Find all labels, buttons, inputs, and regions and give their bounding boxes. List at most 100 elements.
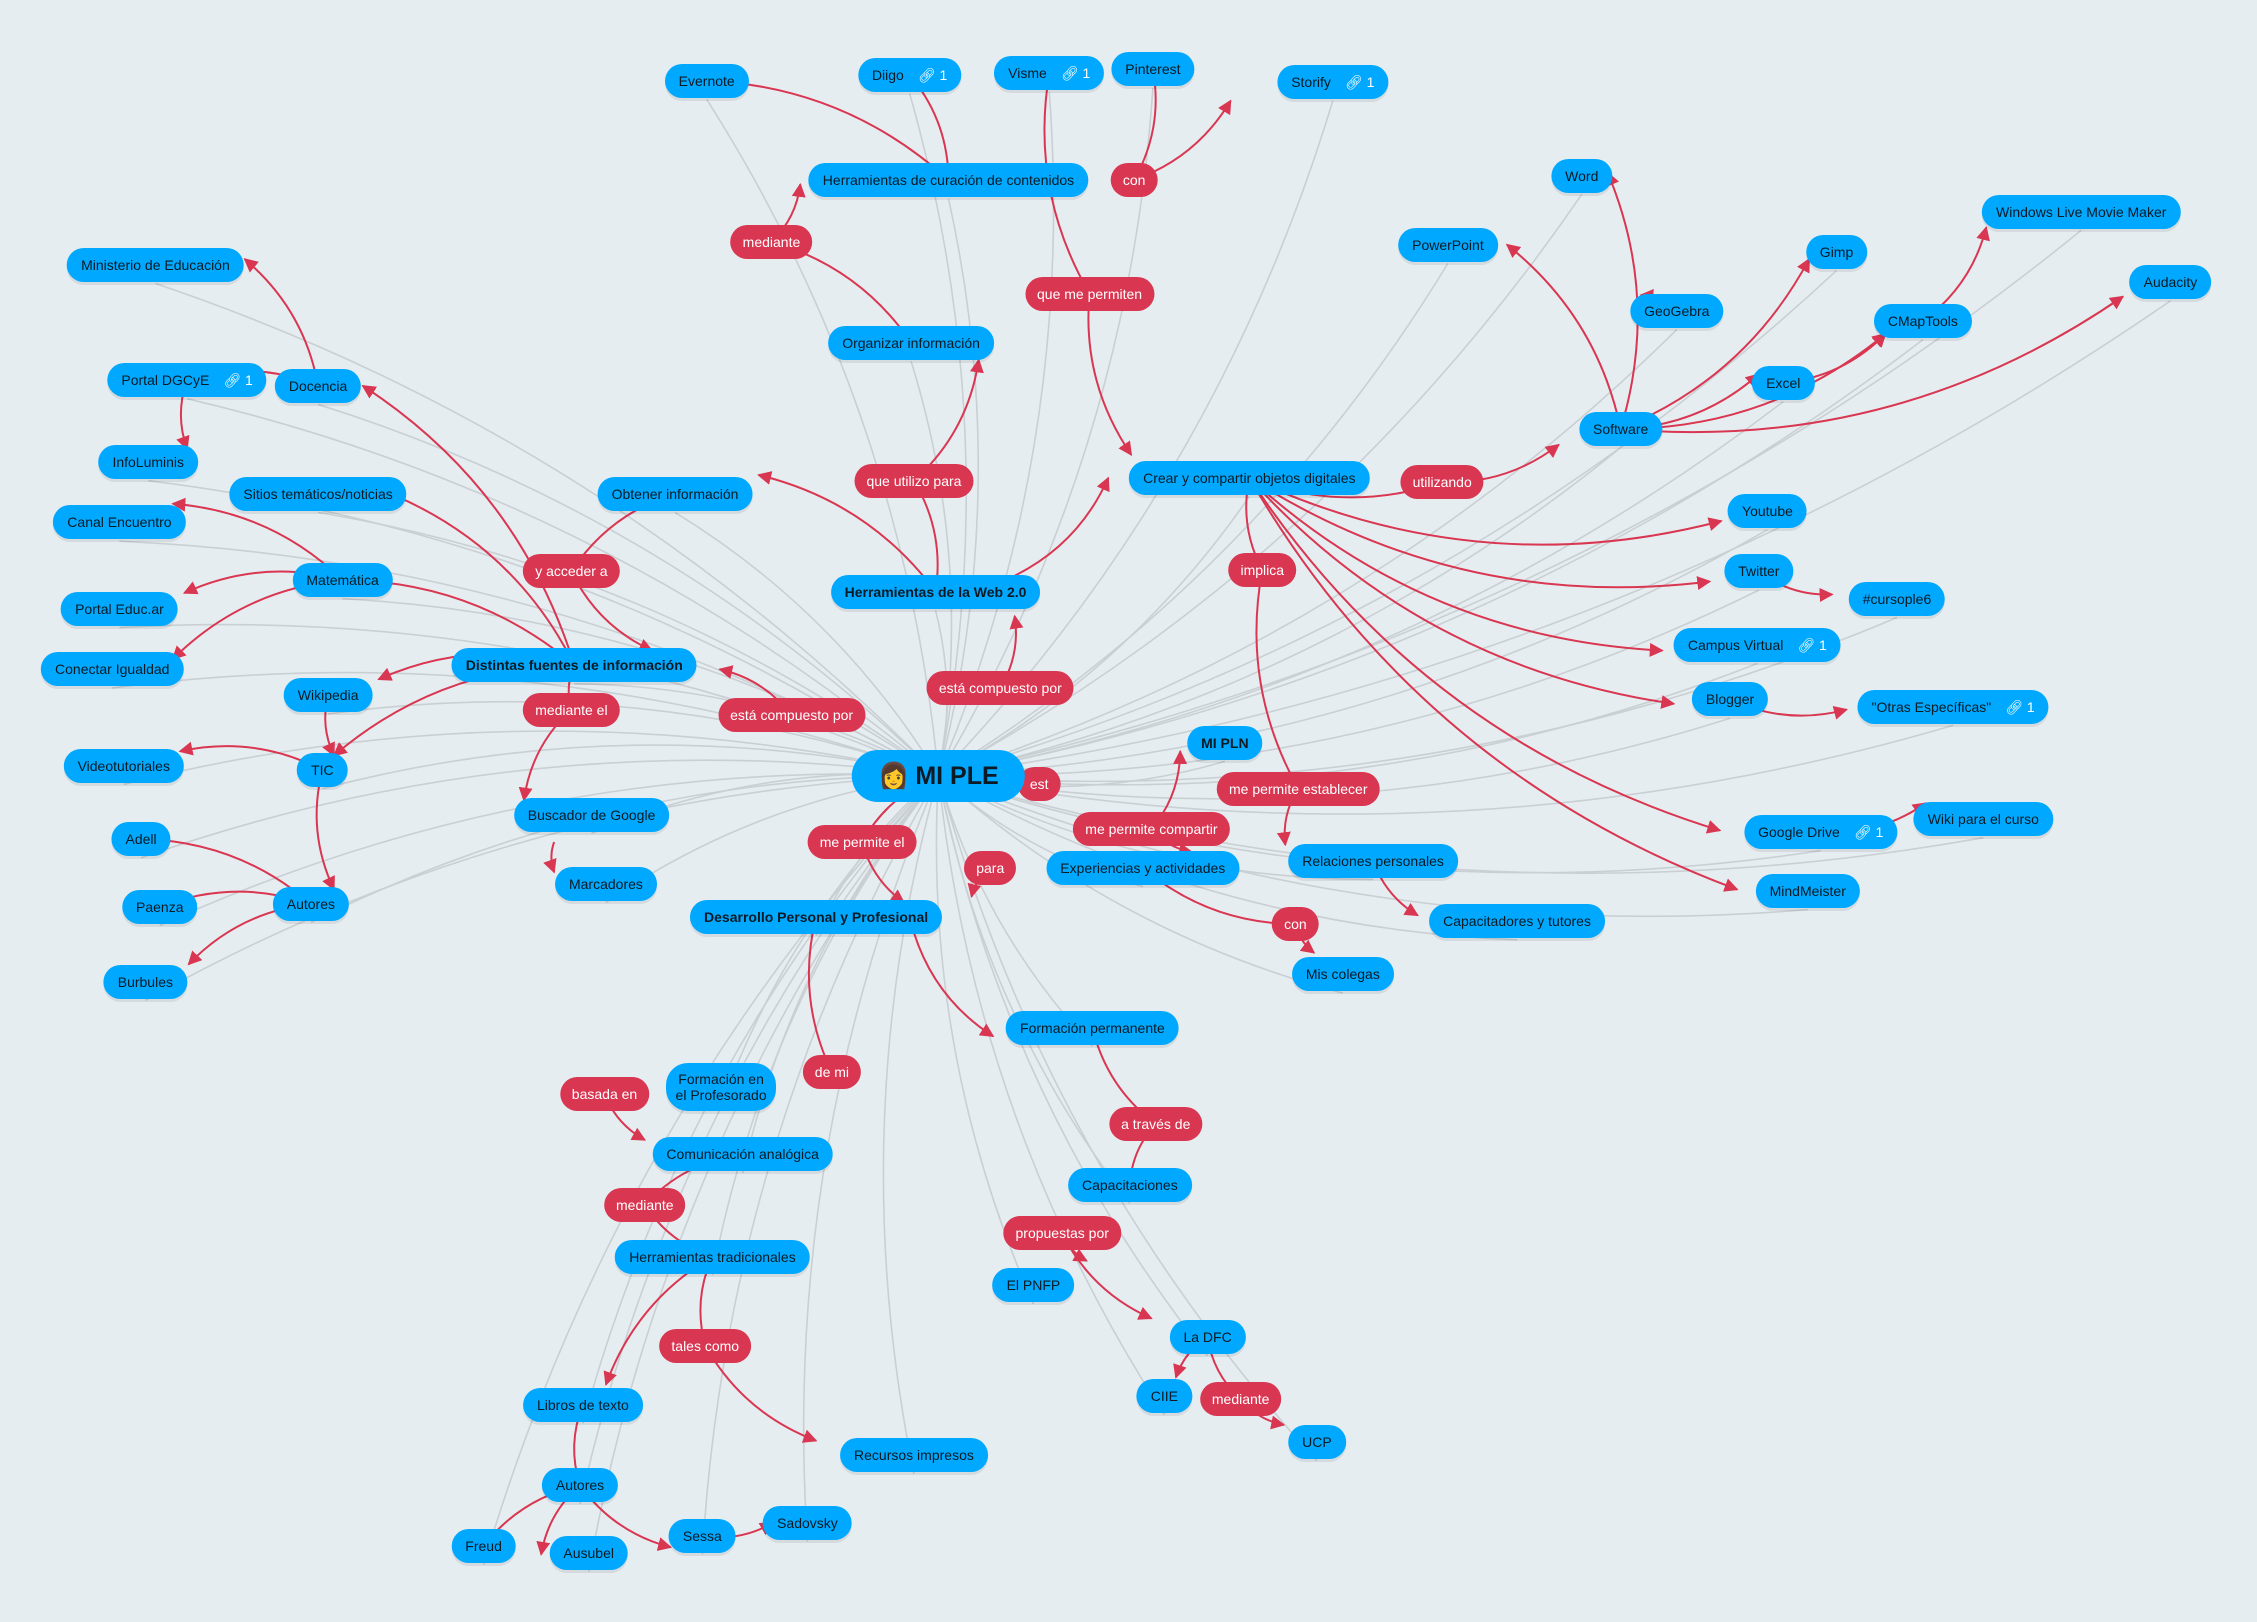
topic-excel[interactable]: Excel (1752, 365, 1815, 400)
topic-twitter[interactable]: Twitter (1724, 554, 1794, 589)
topic-campus-virtual[interactable]: Campus Virtual 🔗︎ 1 (1673, 627, 1841, 662)
relation-label-que-utilizo-para[interactable]: que utilizo para (854, 463, 974, 498)
topic-wiki-para-el-curso[interactable]: Wiki para el curso (1913, 801, 2053, 836)
topic-recursos-impresos[interactable]: Recursos impresos (840, 1438, 988, 1473)
relation-label-mediante-el[interactable]: mediante el (523, 692, 620, 727)
relation-label-tales-como[interactable]: tales como (659, 1328, 752, 1363)
link-icon[interactable]: 🔗︎ 1 (1854, 824, 1883, 840)
relation-label-basada-en[interactable]: basada en (559, 1076, 650, 1111)
relation-label-esta-compuesto-por[interactable]: está compuesto por (926, 670, 1074, 705)
topic-la-dfc[interactable]: La DFC (1169, 1320, 1246, 1355)
topic-conectar-igualdad[interactable]: Conectar Igualdad (41, 652, 184, 687)
topic-ausubel[interactable]: Ausubel (549, 1536, 628, 1570)
topic-diigo[interactable]: Diigo 🔗︎ 1 (857, 57, 962, 92)
topic-geogebra[interactable]: GeoGebra (1630, 293, 1724, 328)
topic-sessa[interactable]: Sessa (668, 1518, 736, 1553)
topic-marcadores[interactable]: Marcadores (554, 866, 657, 901)
topic-crear-y-compartir-objetos-digitales[interactable]: Crear y compartir objetos digitales (1129, 460, 1370, 495)
relation-label-esta-compuesto-por[interactable]: está compuesto por (718, 698, 866, 733)
relation-label-que-me-permiten[interactable]: que me permiten (1025, 276, 1155, 311)
topic-relaciones-personales[interactable]: Relaciones personales (1288, 843, 1458, 878)
link-icon[interactable]: 🔗︎ 1 (918, 67, 947, 83)
topic-blogger[interactable]: Blogger (1691, 682, 1769, 717)
topic-ucp[interactable]: UCP (1288, 1425, 1346, 1460)
topic-comunicacion-analogica[interactable]: Comunicación analógica (652, 1137, 833, 1172)
topic-sadovsky[interactable]: Sadovsky (763, 1505, 852, 1540)
topic-herramientas-de-curacion-de-contenidos[interactable]: Herramientas de curación de contenidos (808, 162, 1089, 197)
topic-el-pnfp[interactable]: El PNFP (992, 1268, 1075, 1303)
topic-formacion-permanente[interactable]: Formación permanente (1006, 1010, 1179, 1045)
topic-portal-educ-ar[interactable]: Portal Educ.ar (61, 591, 178, 626)
topic-mi-pln[interactable]: MI PLN (1187, 725, 1263, 760)
relation-label-mediante[interactable]: mediante (1199, 1381, 1282, 1416)
topic-audacity[interactable]: Audacity (2129, 265, 2212, 300)
relation-label-con[interactable]: con (1110, 162, 1158, 197)
topic-autores[interactable]: Autores (541, 1468, 619, 1503)
topic-canal-encuentro[interactable]: Canal Encuentro (53, 505, 186, 540)
central-topic-mi-ple[interactable]: 👩 MI PLE (852, 749, 1025, 802)
topic-cmaptools[interactable]: CMapTools (1873, 303, 1972, 338)
relation-label-para[interactable]: para (964, 850, 1017, 885)
topic-ministerio-de-educacion[interactable]: Ministerio de Educación (67, 247, 244, 282)
topic-visme[interactable]: Visme 🔗︎ 1 (994, 56, 1105, 91)
topic-infoluminis[interactable]: InfoLuminis (98, 445, 199, 479)
topic-portal-dgcye[interactable]: Portal DGCyE 🔗︎ 1 (107, 362, 267, 397)
link-icon[interactable]: 🔗︎ 1 (1797, 637, 1826, 653)
topic-pinterest[interactable]: Pinterest (1111, 52, 1195, 87)
relation-label-est[interactable]: est (1017, 767, 1061, 802)
topic-videotutoriales[interactable]: Videotutoriales (63, 748, 184, 783)
topic-herramientas-de-la-web-2-0[interactable]: Herramientas de la Web 2.0 (830, 574, 1041, 609)
topic-windows-live-movie-maker[interactable]: Windows Live Movie Maker (1982, 194, 2181, 229)
topic-sitios-tematicos-noticias[interactable]: Sitios temáticos/noticias (229, 476, 407, 511)
relation-label-con[interactable]: con (1272, 907, 1319, 942)
topic-obtener-informacion[interactable]: Obtener información (597, 476, 753, 511)
topic-herramientas-tradicionales[interactable]: Herramientas tradicionales (615, 1239, 810, 1274)
topic-buscador-de-google[interactable]: Buscador de Google (513, 797, 670, 832)
relation-label-a-traves-de[interactable]: a través de (1109, 1107, 1203, 1142)
relation-label-y-acceder-a[interactable]: y acceder a (523, 554, 620, 589)
link-icon[interactable]: 🔗︎ 1 (223, 372, 252, 388)
link-icon[interactable]: 🔗︎ 1 (1061, 65, 1090, 81)
topic-docencia[interactable]: Docencia (274, 368, 362, 403)
topic-matematica[interactable]: Matemática (292, 563, 393, 598)
topic-mindmeister[interactable]: MindMeister (1755, 873, 1860, 908)
topic-google-drive[interactable]: Google Drive 🔗︎ 1 (1744, 814, 1898, 849)
topic-tic[interactable]: TIC (297, 753, 348, 788)
relation-label-de-mi[interactable]: de mi (802, 1055, 862, 1090)
topic-gimp[interactable]: Gimp (1805, 234, 1868, 269)
topic-software[interactable]: Software (1579, 411, 1663, 446)
topic-distintas-fuentes-de-informacion[interactable]: Distintas fuentes de información (451, 647, 697, 682)
topic-otras-especificas[interactable]: "Otras Específicas" 🔗︎ 1 (1857, 689, 2049, 724)
relation-label-mediante[interactable]: mediante (604, 1187, 686, 1222)
topic-autores[interactable]: Autores (272, 886, 349, 921)
relation-label-me-permite-el[interactable]: me permite el (807, 824, 917, 859)
topic-capacitaciones[interactable]: Capacitaciones (1067, 1167, 1192, 1202)
topic-freud[interactable]: Freud (451, 1528, 516, 1563)
topic-cursople6[interactable]: #cursople6 (1848, 581, 1946, 616)
topic-desarrollo-personal-y-profesional[interactable]: Desarrollo Personal y Profesional (690, 899, 943, 934)
topic-ciie[interactable]: CIIE (1136, 1379, 1193, 1414)
topic-powerpoint[interactable]: PowerPoint (1398, 227, 1498, 262)
relation-label-me-permite-establecer[interactable]: me permite establecer (1216, 771, 1380, 806)
topic-libros-de-texto[interactable]: Libros de texto (522, 1387, 643, 1422)
relation-label-mediante[interactable]: mediante (730, 224, 813, 259)
link-icon[interactable]: 🔗︎ 1 (1345, 74, 1374, 90)
topic-paenza[interactable]: Paenza (122, 889, 198, 924)
topic-formacion-en-el-profesorado[interactable]: Formación en el Profesorado (666, 1062, 777, 1111)
link-icon[interactable]: 🔗︎ 1 (2005, 699, 2034, 715)
topic-capacitadores-y-tutores[interactable]: Capacitadores y tutores (1429, 904, 1605, 939)
topic-wikipedia[interactable]: Wikipedia (283, 678, 373, 713)
relation-label-me-permite-compartir[interactable]: me permite compartir (1073, 812, 1230, 847)
topic-mis-colegas[interactable]: Mis colegas (1291, 957, 1394, 992)
topic-organizar-informacion[interactable]: Organizar información (828, 325, 994, 360)
topic-burbules[interactable]: Burbules (103, 964, 187, 999)
topic-storify[interactable]: Storify 🔗︎ 1 (1277, 65, 1389, 100)
relation-label-utilizando[interactable]: utilizando (1400, 465, 1484, 500)
topic-experiencias-y-actividades[interactable]: Experiencias y actividades (1046, 850, 1240, 885)
topic-word[interactable]: Word (1551, 158, 1613, 193)
relation-label-propuestas-por[interactable]: propuestas por (1003, 1216, 1121, 1251)
relation-label-implica[interactable]: implica (1228, 552, 1297, 587)
topic-youtube[interactable]: Youtube (1728, 493, 1807, 528)
topic-adell[interactable]: Adell (111, 822, 171, 857)
topic-evernote[interactable]: Evernote (664, 63, 749, 98)
